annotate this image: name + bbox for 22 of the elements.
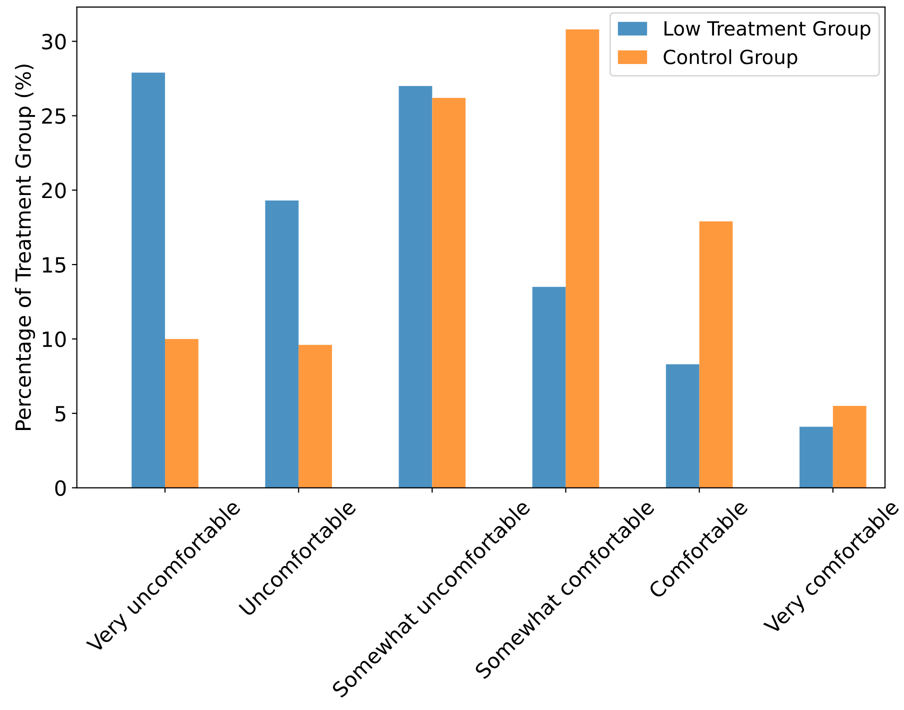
bar <box>165 338 198 488</box>
y-tick-label: 0 <box>55 480 66 496</box>
bar <box>666 364 700 488</box>
y-tick-label: 30 <box>42 34 66 50</box>
legend-label: Low Treatment Group <box>664 21 870 40</box>
bar <box>298 344 332 488</box>
bar <box>800 426 833 488</box>
y-tick-label: 5 <box>55 406 66 422</box>
bar <box>132 72 166 488</box>
bar <box>532 286 566 488</box>
legend-label: Control Group <box>664 49 798 68</box>
y-tick-label: 20 <box>42 182 66 198</box>
y-tick-label: 10 <box>42 331 66 348</box>
y-axis-title: Percentage of Treatment Group (%) <box>14 64 36 430</box>
bar <box>265 200 299 488</box>
bar <box>398 86 432 488</box>
bar <box>699 221 733 488</box>
y-tick-label: 25 <box>42 108 66 124</box>
bar <box>432 98 466 488</box>
bar <box>832 406 866 488</box>
bar <box>566 29 600 488</box>
y-tick-label: 15 <box>42 257 66 273</box>
